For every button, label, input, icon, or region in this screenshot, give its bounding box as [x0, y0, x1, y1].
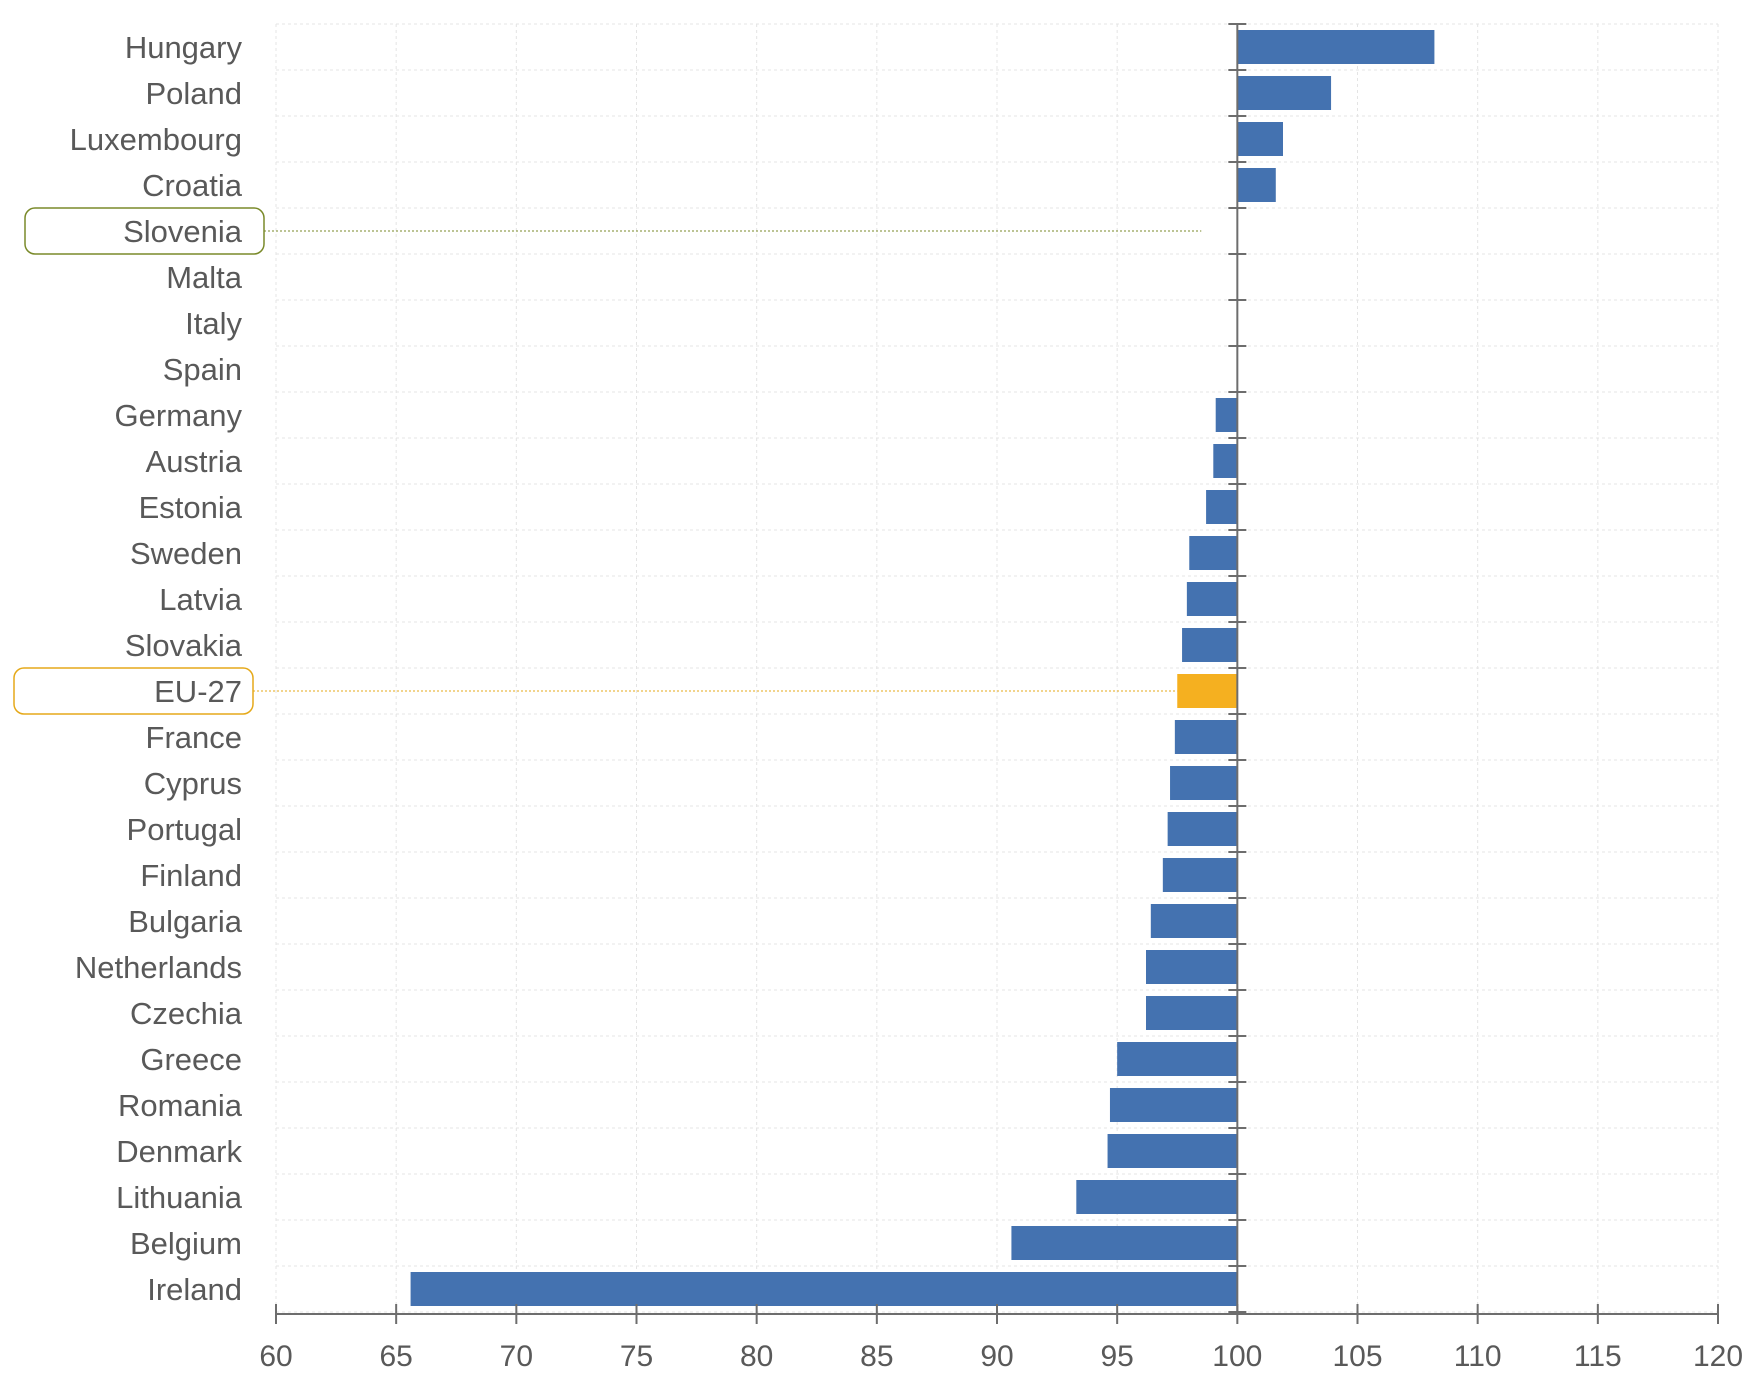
- bar: [1189, 536, 1238, 570]
- category-label: Latvia: [159, 582, 242, 617]
- bars: [410, 30, 1435, 1306]
- category-label: Netherlands: [75, 950, 242, 985]
- bar: [1237, 168, 1276, 202]
- category-label: Portugal: [127, 812, 242, 847]
- bar: [1215, 398, 1238, 432]
- category-label: EU-27: [154, 674, 242, 709]
- category-label: France: [146, 720, 242, 755]
- category-label: Italy: [185, 306, 242, 341]
- category-label: Croatia: [142, 168, 243, 203]
- bar: [410, 1272, 1238, 1306]
- bar: [1182, 628, 1238, 662]
- bar: [1109, 1088, 1238, 1122]
- bar: [1170, 766, 1238, 800]
- category-label: Malta: [166, 260, 243, 295]
- bar: [1213, 444, 1238, 478]
- category-label: Poland: [145, 76, 242, 111]
- category-label: Denmark: [116, 1134, 242, 1169]
- category-label: Cyprus: [144, 766, 242, 801]
- category-label: Estonia: [139, 490, 243, 525]
- bar: [1237, 76, 1332, 110]
- x-tick-label: 105: [1332, 1340, 1382, 1373]
- x-tick-label: 80: [740, 1340, 773, 1373]
- category-label: Germany: [115, 398, 243, 433]
- category-label: Slovakia: [125, 628, 243, 663]
- x-tick-label: 60: [259, 1340, 292, 1373]
- bar: [1237, 122, 1283, 156]
- bar: [1146, 950, 1238, 984]
- category-label: Romania: [118, 1088, 243, 1123]
- x-tick-label: 85: [860, 1340, 893, 1373]
- x-tick-label: 65: [379, 1340, 412, 1373]
- bar: [1237, 30, 1435, 64]
- x-tick-label: 110: [1454, 1340, 1502, 1373]
- bar: [1146, 996, 1238, 1030]
- category-label: Belgium: [130, 1226, 242, 1261]
- category-label: Hungary: [125, 30, 243, 65]
- category-label: Czechia: [130, 996, 243, 1031]
- bar: [1150, 904, 1238, 938]
- bar: [1186, 582, 1238, 616]
- category-label: Austria: [146, 444, 243, 479]
- bar: [1162, 858, 1238, 892]
- bar: [1174, 720, 1238, 754]
- bar: [1076, 1180, 1238, 1214]
- bar: [1206, 490, 1238, 524]
- highlight-markers: [13, 207, 1202, 715]
- category-label: Slovenia: [123, 214, 243, 249]
- category-label: Spain: [163, 352, 242, 387]
- x-tick-label: 95: [1100, 1340, 1133, 1373]
- x-tick-label: 120: [1693, 1340, 1743, 1373]
- axes: [275, 23, 1719, 1324]
- category-label: Luxembourg: [70, 122, 242, 157]
- x-tick-labels: 60 65 70 75 80 85 90 95 100 105 110 115 120: [259, 1340, 1743, 1373]
- bar: [1011, 1226, 1238, 1260]
- bar: [1177, 674, 1238, 708]
- category-label: Bulgaria: [128, 904, 242, 939]
- x-tick-label: 115: [1574, 1340, 1622, 1373]
- category-label: Lithuania: [116, 1180, 243, 1215]
- gridlines: [275, 23, 1719, 1314]
- category-label: Finland: [140, 858, 242, 893]
- category-label: Sweden: [130, 536, 242, 571]
- bar: [1117, 1042, 1238, 1076]
- x-tick-label: 70: [500, 1340, 533, 1373]
- x-tick-label: 75: [620, 1340, 653, 1373]
- category-label: Greece: [140, 1042, 242, 1077]
- category-labels: Hungary Poland Luxembourg Croatia Slovenia Ma…: [70, 30, 243, 1307]
- bar: [1107, 1134, 1238, 1168]
- bar: [1167, 812, 1238, 846]
- x-tick-label: 100: [1212, 1340, 1262, 1373]
- x-tick-label: 90: [980, 1340, 1013, 1373]
- category-label: Ireland: [147, 1272, 242, 1307]
